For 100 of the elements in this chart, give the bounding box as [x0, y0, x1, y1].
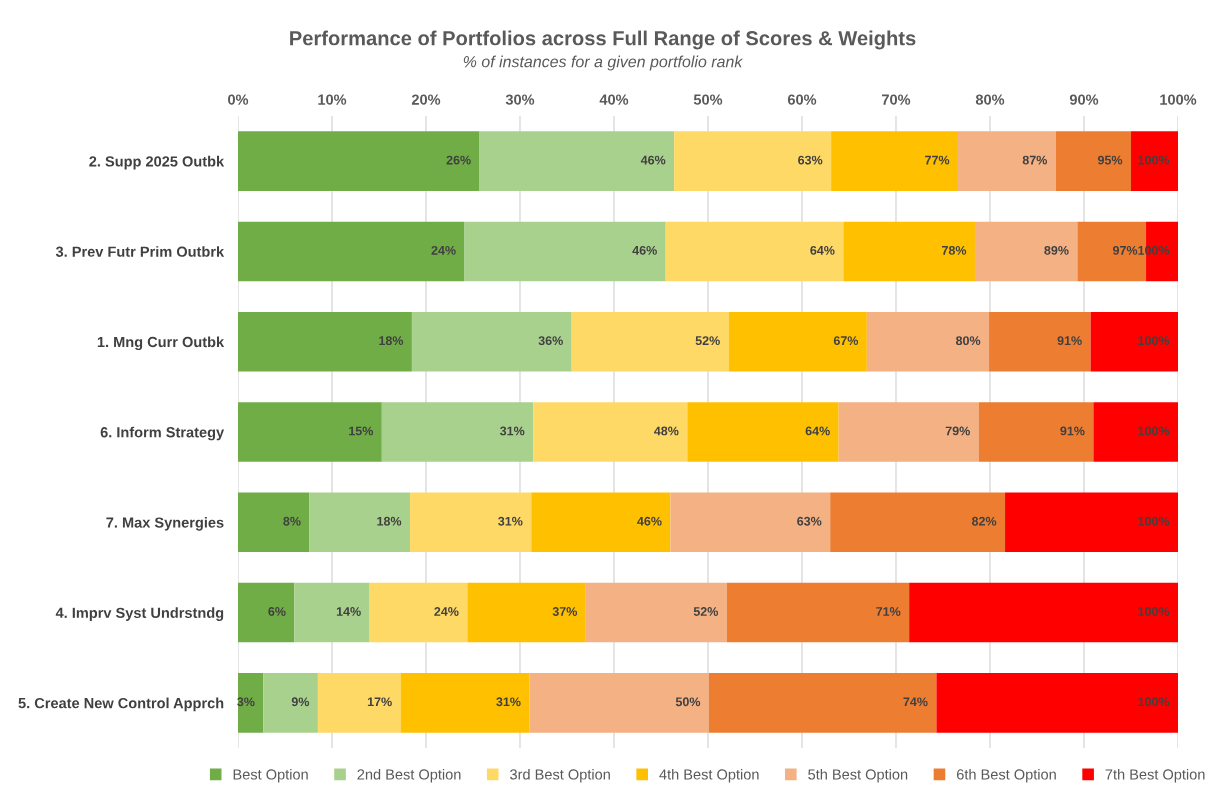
annotation: 71%: [876, 607, 901, 616]
annotation: 6%: [268, 607, 286, 616]
x-tick-label: 50%: [693, 94, 723, 105]
annotation: 100%: [1138, 607, 1170, 616]
annotation: 48%: [654, 426, 679, 436]
bar: [670, 492, 831, 553]
annotation: 31%: [496, 697, 521, 707]
annotation: 97%: [1113, 245, 1138, 255]
legend-label: 5th Best Option: [808, 768, 908, 783]
bar: [665, 221, 844, 282]
annotation: 24%: [434, 607, 459, 616]
legend-label: 4th Best Option: [659, 768, 759, 783]
annotation: 77%: [925, 155, 950, 165]
bar: [238, 673, 264, 733]
bar: [958, 131, 1056, 191]
bar: [1005, 492, 1178, 553]
annotation: 18%: [377, 516, 402, 526]
annotation: 91%: [1060, 426, 1085, 436]
bar: [838, 402, 979, 462]
y-tick-label: 3. Prev Futr Prim Outbrk: [55, 246, 225, 257]
bar: [238, 131, 480, 191]
annotation: 74%: [903, 697, 928, 707]
annotation: 14%: [336, 607, 361, 616]
legend-label: Best Option: [233, 768, 308, 783]
annotation: 52%: [693, 607, 719, 616]
bar: [726, 582, 910, 643]
annotation: 37%: [552, 607, 578, 616]
x-tick-label: 10%: [318, 94, 347, 105]
bar: [411, 311, 572, 372]
y-tick-label: 6. Inform Strategy: [100, 426, 225, 441]
annotation: 91%: [1057, 336, 1082, 346]
x-tick-label: 80%: [975, 94, 1005, 105]
x-tick-label: 40%: [599, 94, 629, 105]
bar: [708, 673, 937, 733]
x-tick-label: 30%: [505, 94, 535, 105]
annotation: 46%: [632, 245, 657, 255]
bar: [830, 492, 1006, 553]
bar: [843, 221, 975, 282]
bar: [533, 402, 688, 462]
annotation: 78%: [942, 245, 967, 255]
annotation: 79%: [945, 426, 970, 436]
bar: [464, 221, 666, 282]
chart-title: Performance of Portfolios across Full Range of Scores & Weights: [290, 30, 916, 50]
y-tick-label: 7. Max Synergies: [106, 517, 224, 531]
annotation: 87%: [1022, 155, 1048, 165]
x-tick-label: 100%: [1160, 94, 1197, 105]
bar: [1055, 131, 1131, 191]
bar: [1131, 131, 1178, 191]
annotation: 46%: [637, 516, 662, 526]
annotation: 64%: [810, 245, 835, 255]
bar: [410, 492, 532, 553]
bar: [1093, 402, 1178, 462]
annotation: 100%: [1138, 155, 1170, 165]
annotation: 46%: [640, 155, 666, 165]
bar: [831, 131, 959, 191]
y-tick-label: 4. Imprv Syst Undrstndg: [55, 607, 224, 621]
bar: [571, 311, 729, 372]
y-tick-label: 5. Create New Control Apprch: [18, 697, 224, 712]
bar: [978, 402, 1094, 462]
bar: [1090, 311, 1178, 372]
legend-label: 6th Best Option: [956, 768, 1056, 783]
x-tick-label: 0%: [228, 94, 249, 105]
annotation: 26%: [446, 155, 471, 165]
bar: [238, 402, 382, 462]
legend-label: 3rd Best Option: [510, 768, 610, 783]
annotation: 95%: [1097, 155, 1123, 165]
y-tick-label: 1. Mng Curr Outbk: [97, 336, 225, 351]
y-tick-label: 2. Supp 2025 Outbk: [89, 155, 225, 170]
bar: [531, 492, 671, 553]
annotation: 100%: [1138, 516, 1170, 526]
bar: [529, 673, 709, 733]
annotation: 50%: [675, 697, 701, 707]
bar: [238, 492, 310, 553]
bar: [294, 582, 370, 643]
bar: [238, 582, 295, 643]
annotation: 100%: [1138, 426, 1170, 436]
bar: [936, 673, 1178, 733]
annotation: 64%: [805, 426, 830, 436]
bar: [687, 402, 839, 462]
bar: [238, 221, 465, 282]
legend-label: 2nd Best Option: [357, 768, 461, 783]
annotation: 63%: [797, 516, 822, 526]
annotation: 89%: [1044, 245, 1069, 255]
bar: [381, 402, 534, 462]
annotation: 8%: [283, 516, 301, 526]
annotation: 31%: [498, 516, 523, 526]
annotation: 80%: [955, 336, 981, 346]
annotation: 100%: [1138, 336, 1170, 346]
bar: [989, 311, 1091, 372]
annotation: 18%: [379, 336, 404, 346]
x-tick-label: 60%: [787, 94, 817, 105]
bar: [369, 582, 468, 643]
legend-label: 7th Best Option: [1105, 768, 1205, 783]
annotation: 52%: [695, 336, 720, 346]
annotation: 63%: [798, 155, 823, 165]
annotation: 17%: [367, 697, 392, 707]
chart-subtitle: % of instances for a given portfolio rank: [463, 55, 744, 71]
bar: [479, 131, 675, 191]
annotation: 15%: [349, 426, 374, 436]
bar: [585, 582, 727, 643]
